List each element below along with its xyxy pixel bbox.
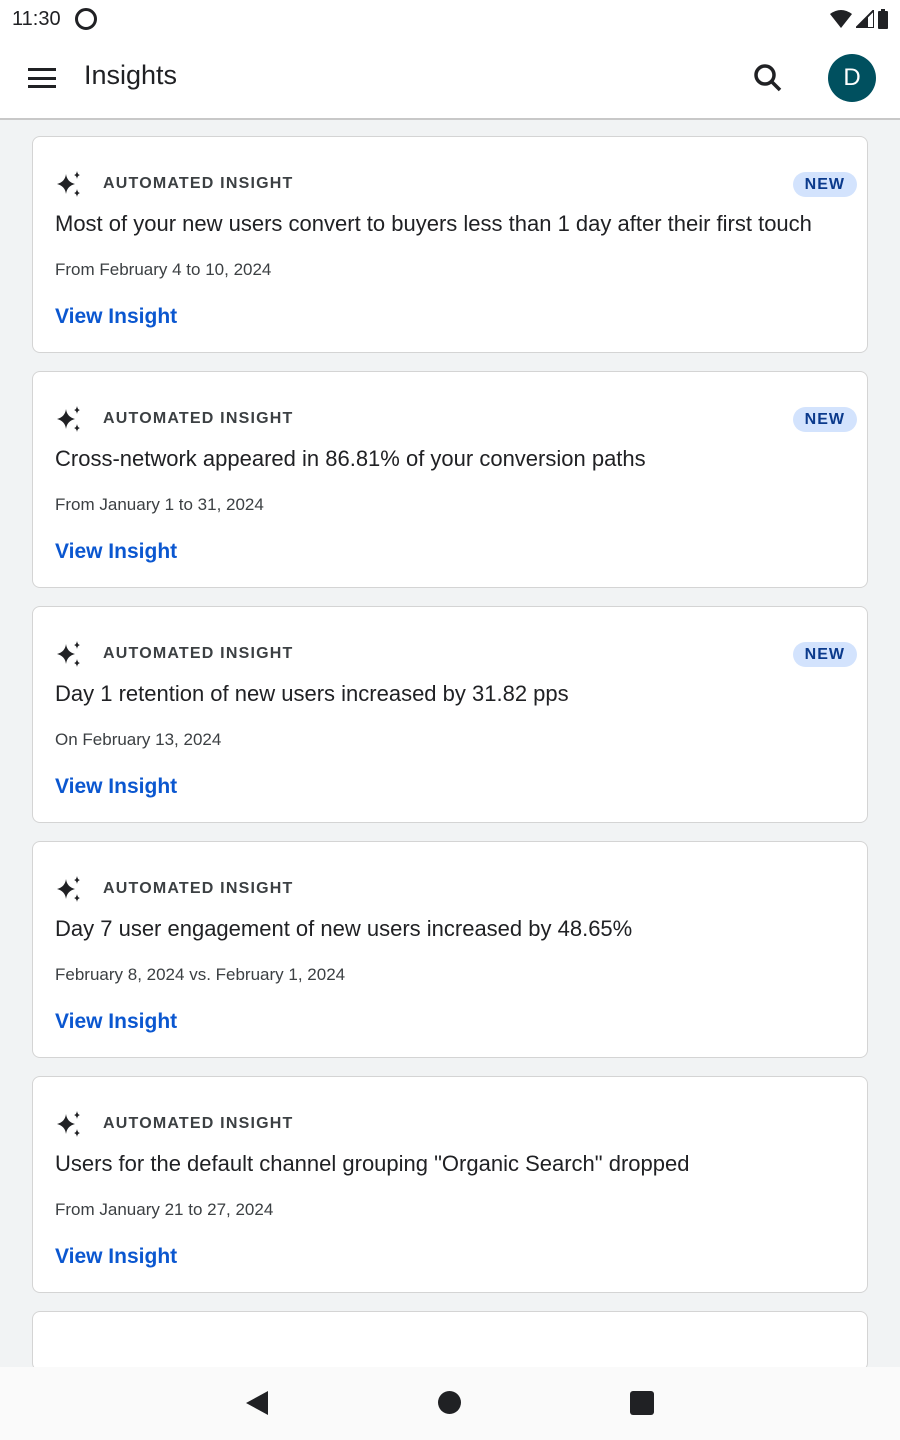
view-insight-link[interactable]: View Insight: [55, 1010, 178, 1033]
insight-date: February 8, 2024 vs. February 1, 2024: [55, 965, 346, 984]
card-label: AUTOMATED INSIGHT: [103, 880, 294, 897]
sparkle-icon: [55, 875, 83, 903]
new-badge: NEW: [792, 172, 857, 197]
sparkle-icon: [55, 405, 83, 433]
insight-date: From January 1 to 31, 2024: [55, 495, 264, 514]
insight-card: AUTOMATED INSIGHT NEW Most of your new use…: [32, 136, 868, 353]
view-insight-link[interactable]: View Insight: [55, 540, 178, 563]
card-header: AUTOMATED INSIGHT: [55, 405, 845, 433]
avatar[interactable]: D: [828, 54, 876, 102]
insight-date: On February 13, 2024: [55, 730, 222, 749]
insights-list: AUTOMATED INSIGHT NEW Most of your new use…: [32, 136, 868, 1371]
insight-card: AUTOMATED INSIGHT NEW Cross-network appear…: [32, 371, 868, 588]
card-label: AUTOMATED INSIGHT: [103, 645, 294, 662]
insight-title: Most of your new users convert to buyers…: [55, 211, 812, 236]
sparkle-icon: [55, 640, 83, 668]
system-nav-bar: [0, 1367, 900, 1440]
new-badge: NEW: [792, 407, 857, 432]
insight-card: AUTOMATED INSIGHT NEW Day 1 retention of n…: [32, 606, 868, 823]
back-button[interactable]: [246, 1391, 268, 1415]
search-icon[interactable]: [752, 62, 784, 94]
status-bar: 11:30: [0, 0, 900, 38]
card-header: AUTOMATED INSIGHT: [55, 1110, 845, 1138]
card-header: AUTOMATED INSIGHT: [55, 875, 845, 903]
insight-title: Users for the default channel grouping "…: [55, 1151, 690, 1176]
card-label: AUTOMATED INSIGHT: [103, 410, 294, 427]
status-icons: [830, 9, 888, 29]
wifi-icon: [830, 10, 852, 28]
card-header: AUTOMATED INSIGHT: [55, 640, 845, 668]
new-badge: NEW: [792, 642, 857, 667]
sparkle-icon: [55, 170, 83, 198]
recents-button[interactable]: [630, 1391, 654, 1415]
insight-card: AUTOMATED INSIGHT Day 7 user engagement o…: [32, 841, 868, 1058]
status-time: 11:30: [12, 7, 61, 30]
notification-icon: [74, 8, 97, 30]
insight-date: From February 4 to 10, 2024: [55, 260, 272, 279]
page-title: Insights: [84, 60, 178, 90]
insight-title: Cross-network appeared in 86.81% of your…: [55, 446, 646, 471]
home-button[interactable]: [438, 1391, 461, 1414]
signal-icon: [856, 10, 874, 28]
card-label: AUTOMATED INSIGHT: [103, 175, 294, 192]
card-header: AUTOMATED INSIGHT: [55, 170, 845, 198]
app-bar: Insights D: [0, 38, 900, 120]
insight-title: Day 7 user engagement of new users incre…: [55, 916, 633, 941]
sparkle-icon: [55, 1110, 83, 1138]
insight-date: From January 21 to 27, 2024: [55, 1200, 274, 1219]
view-insight-link[interactable]: View Insight: [55, 775, 178, 798]
view-insight-link[interactable]: View Insight: [55, 1245, 178, 1268]
insight-title: Day 1 retention of new users increased b…: [55, 681, 569, 706]
insight-card: AUTOMATED INSIGHT Users for the default c…: [32, 1076, 868, 1293]
menu-icon[interactable]: [28, 68, 56, 88]
insight-card-partial: [32, 1311, 868, 1371]
view-insight-link[interactable]: View Insight: [55, 305, 178, 328]
battery-icon: [878, 9, 888, 29]
card-label: AUTOMATED INSIGHT: [103, 1115, 294, 1132]
